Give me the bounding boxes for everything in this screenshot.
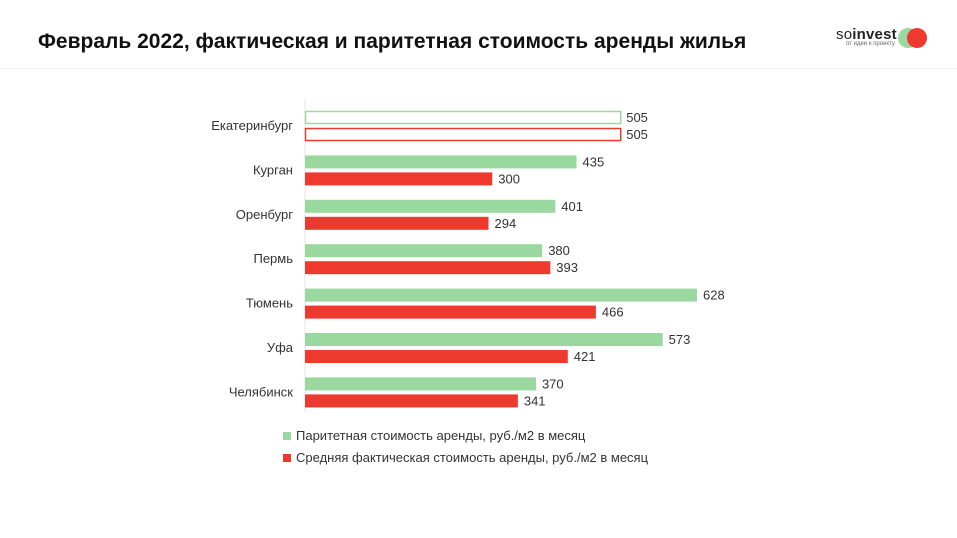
bar-actual <box>305 394 518 408</box>
data-label: 294 <box>495 216 517 231</box>
category-label: Пермь <box>253 251 293 266</box>
bar-parity <box>305 199 556 213</box>
bar-actual <box>305 261 551 275</box>
category-label: Тюмень <box>246 296 293 311</box>
legend-item-actual: Средняя фактическая стоимость аренды, ру… <box>283 450 648 465</box>
bar-parity <box>305 288 697 302</box>
divider <box>0 68 957 69</box>
bar-actual <box>305 216 489 230</box>
logo-text: so <box>836 26 853 43</box>
category-label: Курган <box>253 162 293 177</box>
data-label: 505 <box>626 127 648 142</box>
data-label: 401 <box>561 199 583 214</box>
bar-actual <box>305 172 493 186</box>
bar-parity <box>305 333 663 346</box>
legend-item-parity: Паритетная стоимость аренды, руб./м2 в м… <box>283 428 585 443</box>
data-label: 393 <box>556 260 578 275</box>
data-label: 573 <box>669 332 691 347</box>
data-label: 300 <box>498 171 520 186</box>
data-label: 421 <box>574 349 596 364</box>
data-label: 370 <box>542 376 564 391</box>
bar-parity <box>304 110 622 125</box>
logo-text-bold: invest <box>852 26 897 43</box>
logo-tagline: от идеи к проекту <box>846 41 895 47</box>
bar-parity <box>305 377 536 391</box>
category-label: Оренбург <box>236 207 293 222</box>
bar-parity <box>305 244 543 258</box>
bar-actual <box>305 305 596 319</box>
logo: soinvest от идеи к проекту <box>836 26 897 47</box>
legend-label: Паритетная стоимость аренды, руб./м2 в м… <box>296 428 586 443</box>
bar-parity <box>305 155 577 169</box>
data-label: 505 <box>626 110 648 125</box>
data-label: 341 <box>524 393 546 408</box>
bar-actual <box>305 350 568 363</box>
legend-swatch <box>283 454 291 462</box>
page-title: Февраль 2022, фактическая и паритетная с… <box>38 30 747 53</box>
data-label: 435 <box>583 154 605 169</box>
category-label: Челябинск <box>229 384 293 399</box>
category-label: Уфа <box>267 340 294 355</box>
legend-swatch <box>283 432 291 440</box>
category-label: Екатеринбург <box>211 118 293 133</box>
bar-actual <box>304 127 622 142</box>
data-label: 466 <box>602 305 624 320</box>
data-label: 628 <box>703 288 725 303</box>
logo-red-circle-icon <box>907 28 927 48</box>
legend-label: Средняя фактическая стоимость аренды, ру… <box>296 450 649 465</box>
data-label: 380 <box>548 243 570 258</box>
